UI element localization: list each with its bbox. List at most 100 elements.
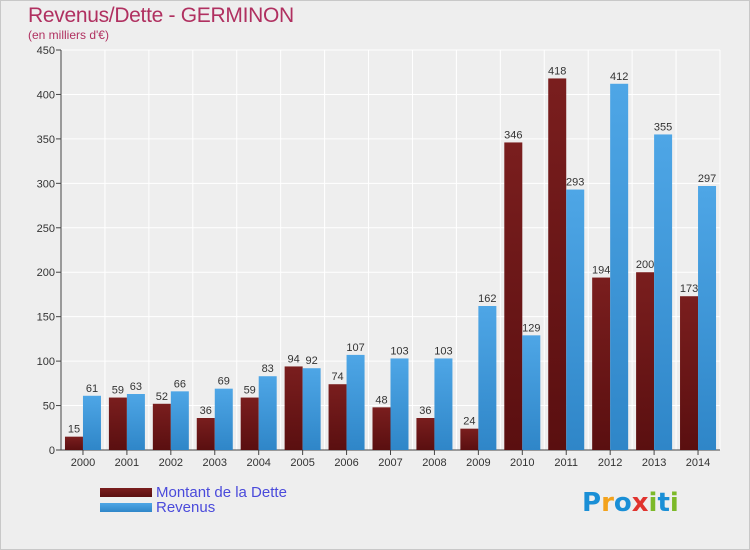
x-tick-label: 2004 xyxy=(246,457,270,469)
y-tick-label: 250 xyxy=(37,223,55,235)
data-label-debt: 59 xyxy=(112,385,124,397)
x-tick-label: 2005 xyxy=(290,457,314,469)
y-tick-label: 100 xyxy=(37,356,55,368)
x-tick-label: 2000 xyxy=(71,457,95,469)
data-label-debt: 346 xyxy=(504,129,522,141)
data-label-debt: 173 xyxy=(680,283,698,295)
data-label-debt: 36 xyxy=(200,405,212,417)
bar-debt xyxy=(548,78,567,450)
y-tick-label: 450 xyxy=(37,45,55,57)
data-label-revenue: 63 xyxy=(130,381,142,393)
chart-subtitle: (en milliers d'€) xyxy=(28,28,109,42)
bar-debt xyxy=(416,418,435,450)
x-tick-label: 2011 xyxy=(554,457,578,469)
data-label-revenue: 66 xyxy=(174,378,186,390)
bar-debt xyxy=(328,384,347,450)
bar-debt xyxy=(636,272,655,450)
legend-label-debt: Montant de la Dette xyxy=(156,484,287,501)
logo-letter: P xyxy=(582,488,602,518)
x-tick-label: 2009 xyxy=(466,457,490,469)
data-label-revenue: 69 xyxy=(218,376,230,388)
x-tick-label: 2003 xyxy=(203,457,227,469)
bar-revenue xyxy=(522,335,541,450)
x-tick-label: 2010 xyxy=(510,457,534,469)
bar-revenue xyxy=(610,83,629,451)
y-tick-label: 350 xyxy=(37,134,55,146)
logo-letter: t xyxy=(657,488,670,518)
data-label-debt: 200 xyxy=(636,259,654,271)
data-label-revenue: 129 xyxy=(522,322,540,334)
data-label-revenue: 412 xyxy=(610,71,628,83)
logo-letter: x xyxy=(631,488,649,518)
logo-letter: r xyxy=(601,488,614,518)
data-label-revenue: 293 xyxy=(566,177,584,189)
y-tick-label: 150 xyxy=(37,312,55,324)
x-tick-label: 2007 xyxy=(378,457,402,469)
bar-debt xyxy=(64,436,83,450)
x-tick-label: 2012 xyxy=(598,457,622,469)
bar-revenue xyxy=(654,134,673,450)
bar-debt xyxy=(284,366,303,450)
data-label-revenue: 297 xyxy=(698,173,716,185)
x-tick-label: 2008 xyxy=(422,457,446,469)
bar-debt xyxy=(108,397,127,450)
legend-item-revenue: Revenus xyxy=(100,499,287,516)
logo-letter: o xyxy=(613,488,632,518)
logo-letter: i xyxy=(669,488,679,518)
bar-revenue xyxy=(566,189,585,451)
bar-revenue xyxy=(302,368,321,450)
data-label-debt: 24 xyxy=(463,416,475,428)
bar-layer xyxy=(64,78,717,451)
legend-item-debt: Montant de la Dette xyxy=(100,484,287,501)
data-label-debt: 418 xyxy=(548,65,566,77)
bar-debt xyxy=(240,397,259,450)
bar-debt xyxy=(592,277,611,450)
x-tick-label: 2001 xyxy=(115,457,139,469)
bar-revenue xyxy=(478,306,497,450)
legend-swatch-debt xyxy=(100,488,152,497)
data-label-debt: 94 xyxy=(288,353,300,365)
y-tick-label: 200 xyxy=(37,267,55,279)
legend-swatch-revenue xyxy=(100,503,152,512)
proxiti-logo: Proxiti xyxy=(582,488,679,518)
data-label-revenue: 61 xyxy=(86,383,98,395)
bar-debt xyxy=(372,407,391,450)
label-layer: 15 61 59 63 52 66 36 69 59 83 94 92 74 107 48 103 36 103 2… xyxy=(68,65,716,435)
bar-revenue xyxy=(434,358,453,450)
y-tick-label: 300 xyxy=(37,178,55,190)
bar-revenue xyxy=(698,186,717,450)
data-label-debt: 52 xyxy=(156,391,168,403)
data-label-debt: 48 xyxy=(375,394,387,406)
x-tick-label: 2014 xyxy=(686,457,710,469)
bar-revenue xyxy=(214,388,233,450)
data-label-revenue: 355 xyxy=(654,121,672,133)
chart-title: Revenus/Dette - GERMINON xyxy=(28,4,294,27)
legend: Montant de la Dette Revenus xyxy=(100,484,287,516)
y-tick-label: 400 xyxy=(37,89,55,101)
data-label-revenue: 107 xyxy=(346,342,364,354)
bar-debt xyxy=(152,403,171,450)
data-label-debt: 15 xyxy=(68,424,80,436)
bar-debt xyxy=(504,142,523,450)
data-label-debt: 59 xyxy=(244,385,256,397)
x-tick-label: 2013 xyxy=(642,457,666,469)
bar-debt xyxy=(196,418,215,450)
bar-revenue xyxy=(126,394,145,450)
data-label-revenue: 83 xyxy=(262,363,274,375)
bar-revenue xyxy=(346,354,365,450)
bar-revenue xyxy=(258,376,277,450)
x-tick-label: 2006 xyxy=(334,457,358,469)
data-label-revenue: 103 xyxy=(434,345,452,357)
logo-letter: i xyxy=(648,488,658,518)
bar-debt xyxy=(460,428,479,450)
data-label-debt: 74 xyxy=(331,371,343,383)
bar-revenue xyxy=(390,358,409,450)
bar-revenue xyxy=(82,395,101,450)
y-tick-label: 0 xyxy=(49,445,55,457)
x-tick-label: 2002 xyxy=(159,457,183,469)
data-label-revenue: 103 xyxy=(390,345,408,357)
bar-debt xyxy=(680,296,699,450)
y-tick-label: 50 xyxy=(43,401,55,413)
data-label-revenue: 162 xyxy=(478,293,496,305)
